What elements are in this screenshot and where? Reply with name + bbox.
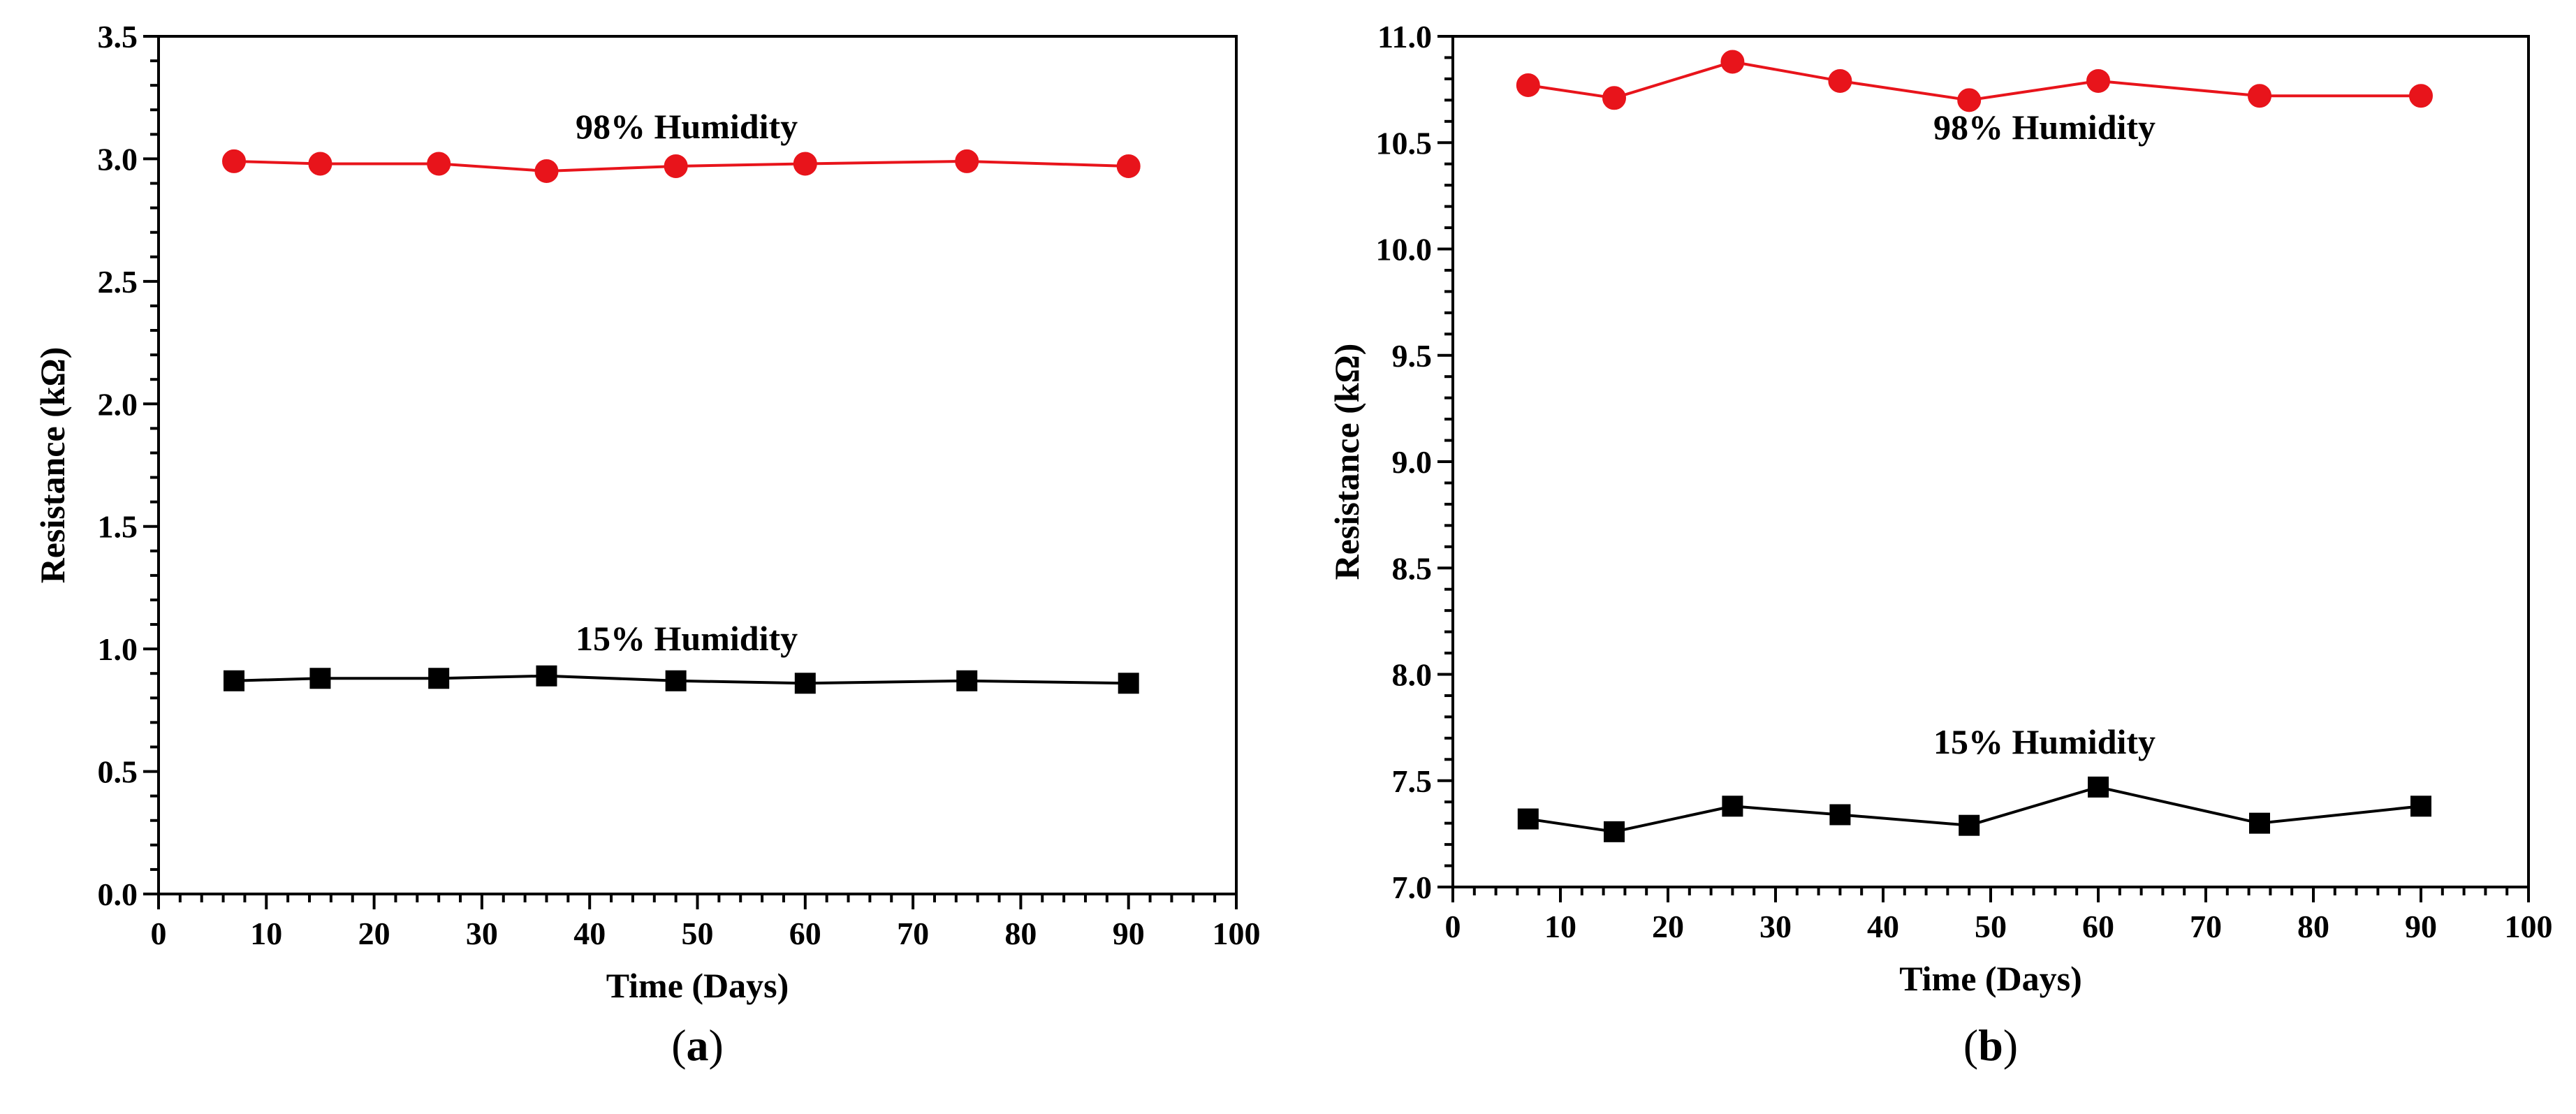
y-tick-label: 7.5 [1392, 763, 1433, 799]
series-line [233, 159, 1129, 173]
series-line [1528, 785, 2422, 833]
y-tick-label: 7.0 [1392, 870, 1433, 905]
y-tick-label: 0.0 [98, 877, 138, 912]
series-label: 98% Humidity [1933, 108, 2156, 147]
y-tick-label: 0.5 [98, 754, 138, 790]
data-point [1720, 50, 1745, 74]
y-tick-label: 10.5 [1376, 125, 1433, 161]
x-tick-label: 40 [1867, 909, 1899, 944]
x-tick-label: 30 [1759, 909, 1792, 944]
x-axis-title: Time (Days) [606, 966, 789, 1005]
x-tick-label: 100 [2505, 909, 2553, 944]
data-point [956, 670, 978, 691]
x-tick-label: 10 [1544, 909, 1576, 944]
data-point [1604, 821, 1625, 842]
data-point [309, 668, 331, 689]
series-high-humidity: 98% Humidity [1516, 50, 2433, 147]
y-tick-label: 2.5 [98, 264, 138, 300]
chart-panel-b: 0 10 20 30 40 50 60 70 80 90 100 7.0 7.5 8.0 8.5 9.0 9.5… [1327, 19, 2553, 1070]
x-tick-label: 0 [151, 916, 167, 951]
x-tick-label: 70 [2190, 909, 2222, 944]
data-point [2248, 84, 2271, 108]
x-tick-label: 60 [2082, 909, 2114, 944]
data-point [955, 149, 979, 173]
data-point [794, 673, 816, 694]
series-low-humidity: 15% Humidity [1517, 722, 2431, 842]
chart-panel-a: 0 10 20 30 40 50 60 70 80 90 100 0.0 0.5 1.0 1.5 2.0 2.5… [33, 19, 1261, 1070]
data-point [1602, 86, 1626, 110]
data-point [664, 154, 688, 178]
y-tick-label: 8.0 [1392, 657, 1433, 693]
data-point [1957, 88, 1982, 112]
x-tick-label: 90 [2405, 909, 2437, 944]
data-point [1517, 808, 1539, 830]
data-point [222, 149, 247, 173]
y-axis-title: Resistance (kΩ) [1327, 344, 1366, 580]
x-tick-label: 50 [682, 916, 714, 951]
data-point [2086, 68, 2110, 93]
y-tick-label: 3.5 [98, 19, 138, 54]
x-tick-label: 90 [1113, 916, 1145, 951]
x-tick-label: 20 [1652, 909, 1684, 944]
panel-label: (a) [671, 1020, 724, 1070]
data-point [2088, 776, 2109, 798]
data-point [427, 152, 451, 176]
data-point [793, 152, 817, 176]
data-point [1116, 154, 1141, 178]
series-line [1528, 60, 2421, 102]
data-point [1828, 68, 1852, 93]
series-line [233, 674, 1129, 685]
x-tick-label: 50 [1975, 909, 2007, 944]
data-point [1118, 673, 1139, 694]
x-tick-label: 80 [1004, 916, 1037, 951]
y-tick-label: 2.0 [98, 386, 138, 422]
data-point [308, 152, 332, 176]
data-point [1959, 814, 1980, 836]
y-tick-label: 1.0 [98, 631, 138, 667]
data-point [1516, 73, 1540, 98]
x-tick-label: 60 [789, 916, 821, 951]
y-tick-label: 10.0 [1376, 232, 1433, 267]
y-tick-label: 9.5 [1392, 338, 1433, 374]
data-point [2249, 812, 2270, 834]
data-point [2410, 796, 2431, 817]
x-tick-label: 40 [573, 916, 606, 951]
x-tick-label: 30 [466, 916, 498, 951]
x-tick-label: 10 [250, 916, 282, 951]
x-tick-label: 20 [358, 916, 390, 951]
x-tick-label: 0 [1445, 909, 1461, 944]
data-point [1829, 804, 1851, 826]
series-label: 15% Humidity [1933, 722, 2156, 761]
x-tick-label: 80 [2297, 909, 2329, 944]
data-point [536, 665, 557, 687]
x-tick-label: 100 [1213, 916, 1261, 951]
series-low-humidity: 15% Humidity [224, 619, 1139, 694]
series-high-humidity: 98% Humidity [222, 107, 1141, 183]
y-axis-title: Resistance (kΩ) [33, 347, 72, 584]
y-tick-label: 9.0 [1392, 444, 1433, 480]
y-tick-label: 3.0 [98, 141, 138, 177]
data-point [428, 668, 450, 689]
data-point [224, 670, 245, 691]
series-label: 98% Humidity [576, 107, 798, 146]
x-tick-label: 70 [897, 916, 929, 951]
data-point [665, 670, 687, 691]
y-tick-label: 8.5 [1392, 550, 1433, 586]
y-tick-label: 11.0 [1377, 19, 1432, 54]
data-point [1722, 796, 1743, 817]
x-axis-title: Time (Days) [1899, 959, 2082, 998]
panel-label: (b) [1963, 1020, 2018, 1070]
y-tick-label: 1.5 [98, 509, 138, 545]
series-label: 15% Humidity [576, 619, 798, 658]
data-point [2409, 84, 2433, 108]
data-point [534, 159, 559, 183]
